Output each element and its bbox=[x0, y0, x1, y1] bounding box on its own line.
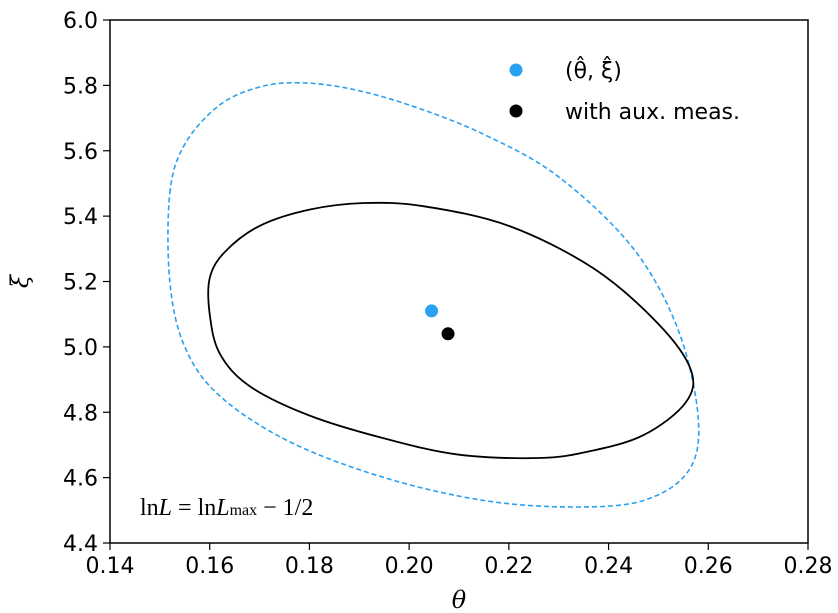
legend-label-0: (θ̂, ξ̂) bbox=[565, 57, 622, 84]
y-tick-label: 5.8 bbox=[63, 74, 98, 99]
y-axis-ticks: 4.4 4.6 4.8 5.0 5.2 5.4 5.6 5.8 6.0 bbox=[63, 9, 110, 557]
data-point-1 bbox=[441, 327, 455, 341]
y-tick-label: 4.6 bbox=[63, 467, 98, 492]
annotation-tail: − 1/2 bbox=[257, 495, 313, 521]
x-tick-label: 0.24 bbox=[584, 554, 633, 579]
annotation-var-lhs: L bbox=[158, 495, 172, 521]
y-tick-label: 6.0 bbox=[63, 9, 98, 34]
x-tick-label: 0.16 bbox=[185, 554, 234, 579]
x-tick-label: 0.14 bbox=[86, 554, 135, 579]
annotation-subscript: max bbox=[230, 502, 258, 519]
y-tick-label: 5.4 bbox=[63, 205, 98, 230]
likelihood-annotation: lnL = lnLmax − 1/2 bbox=[140, 495, 313, 521]
legend: (θ̂, ξ̂) with aux. meas. bbox=[509, 57, 740, 125]
y-tick-label: 4.8 bbox=[63, 401, 98, 426]
x-tick-label: 0.20 bbox=[385, 554, 434, 579]
x-axis-ticks: 0.14 0.16 0.18 0.20 0.22 0.24 0.26 0.28 bbox=[86, 543, 833, 579]
legend-label-1: with aux. meas. bbox=[565, 100, 740, 125]
contour-0-dashed bbox=[167, 81, 700, 508]
y-tick-label: 4.4 bbox=[63, 532, 98, 557]
legend-marker-0 bbox=[509, 63, 523, 77]
x-tick-label: 0.22 bbox=[484, 554, 533, 579]
y-tick-label: 5.0 bbox=[63, 336, 98, 361]
y-tick-label: 5.6 bbox=[63, 140, 98, 165]
plot-frame bbox=[109, 19, 809, 544]
annotation-var-rhs: L bbox=[215, 495, 229, 521]
annotation-ln: ln bbox=[140, 495, 159, 521]
legend-marker-1 bbox=[509, 104, 523, 118]
x-tick-label: 0.28 bbox=[784, 554, 833, 579]
annotation-equals: = ln bbox=[172, 495, 216, 521]
contours-layer bbox=[167, 81, 700, 508]
y-tick-label: 5.2 bbox=[63, 271, 98, 296]
x-axis-label: θ bbox=[452, 586, 467, 613]
points-layer bbox=[425, 304, 455, 341]
data-point-0 bbox=[425, 304, 439, 318]
y-axis-label: ξ bbox=[6, 273, 34, 288]
x-tick-label: 0.26 bbox=[684, 554, 733, 579]
contour-1-solid bbox=[207, 201, 695, 460]
x-tick-label: 0.18 bbox=[285, 554, 334, 579]
